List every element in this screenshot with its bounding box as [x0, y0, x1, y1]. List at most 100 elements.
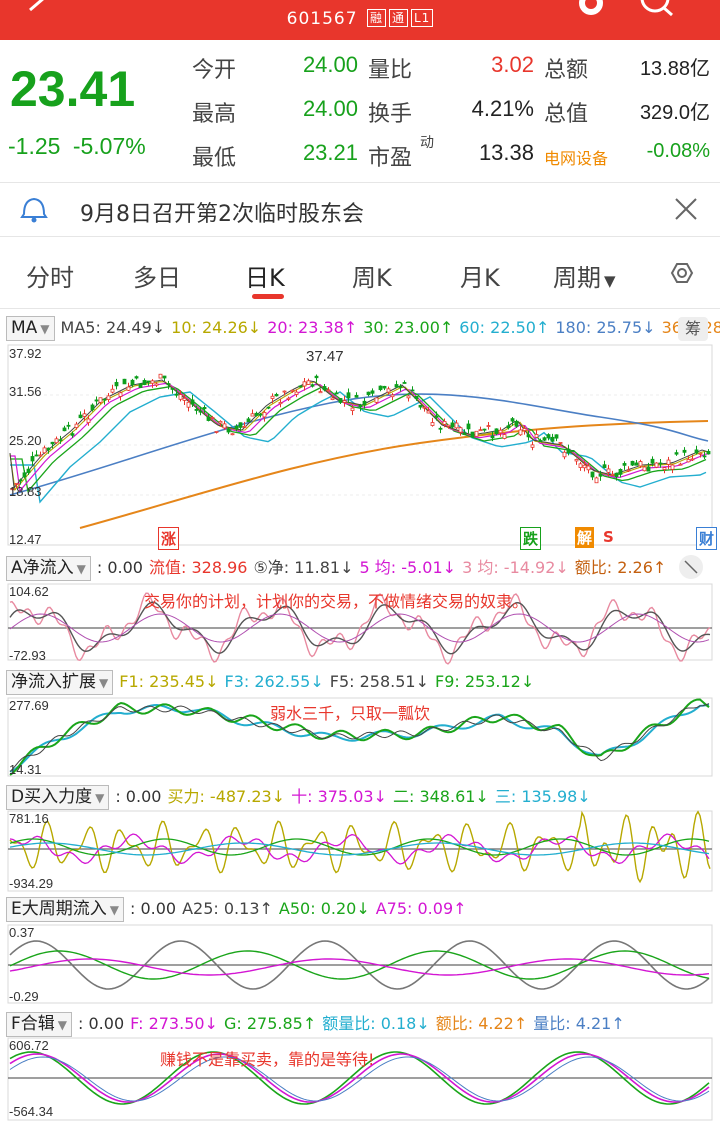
event-mark-zhang[interactable]: 涨	[158, 527, 180, 550]
ma5-value: MA5: 24.49↓	[60, 318, 166, 337]
candle-body	[370, 390, 375, 394]
quote-label: 市盈	[368, 146, 413, 171]
candle-body	[82, 413, 87, 417]
candle-body	[358, 404, 363, 408]
candle-body	[226, 428, 231, 433]
quote-label: 总值	[544, 102, 589, 127]
tab-intraday[interactable]: 分时	[26, 264, 74, 292]
ind-b-axis-top: 277.69	[9, 698, 49, 713]
candle-body	[462, 433, 467, 435]
ind-f-chart[interactable]	[0, 1037, 720, 1122]
assistant-icon[interactable]	[0, 0, 720, 40]
ind-f-axis-top: 606.72	[9, 1038, 49, 1053]
ind-e-selector[interactable]: E大周期流入 ▼	[6, 897, 124, 922]
ind-a-label: A净流入	[11, 558, 74, 578]
quote-value: 24.00	[302, 52, 358, 77]
ind-b-message: 弱水三千，只取一瓢饮	[270, 704, 431, 723]
back-icon[interactable]	[0, 0, 720, 40]
candle-body	[210, 417, 215, 419]
event-mark-s[interactable]: S	[603, 528, 614, 546]
ind-d-label: D买入力度	[11, 787, 93, 807]
candle-body	[134, 376, 139, 379]
search-icon[interactable]	[0, 0, 720, 40]
candle-body	[638, 461, 643, 467]
settings-icon[interactable]	[0, 240, 720, 306]
ind-d-selector[interactable]: D买入力度 ▼	[6, 785, 110, 810]
change-percent: -5.07%	[72, 133, 146, 159]
candle-body	[626, 469, 631, 472]
chart-frame	[7, 810, 713, 892]
quote-label: 最高	[192, 102, 237, 127]
ind-d-line-cyan	[9, 842, 710, 856]
candle-body	[322, 386, 327, 391]
quote-panel: 23.41 -1.25 -5.07% 今开 24.00 量比 3.02 总额 13.88亿…	[0, 40, 720, 182]
chart-frame	[7, 924, 713, 1004]
candle-body	[270, 395, 275, 399]
candle-body	[374, 397, 379, 403]
candle-body	[662, 467, 667, 470]
tab-multi-day[interactable]: 多日	[133, 264, 181, 292]
tab-monthly-k[interactable]: 月K	[460, 264, 500, 292]
candle-body	[30, 456, 35, 462]
candle-body	[354, 394, 359, 398]
tab-daily-k[interactable]: 日K	[245, 264, 285, 292]
candle-body	[478, 429, 483, 432]
candle-body	[130, 379, 135, 386]
ind-d-v3: 二: 348.61↓	[392, 787, 489, 806]
candle-body	[550, 436, 555, 442]
expand-icon[interactable]	[0, 554, 720, 582]
tab-period[interactable]: 周期 ▼	[553, 258, 616, 293]
ma60-line	[10, 391, 707, 504]
bell-icon	[20, 197, 48, 223]
candle-body	[414, 396, 419, 399]
candle-body	[330, 397, 335, 401]
ind-f-legend: F合辑 ▼: 0.00 F: 273.50↓ G: 275.85↑ 额量比: 0.18↓…	[0, 1010, 720, 1038]
candle-body	[630, 460, 635, 466]
candle-body	[594, 477, 599, 484]
kline-chart[interactable]	[0, 344, 720, 547]
candle-body	[606, 468, 611, 473]
ind-a-v1: 流值: 328.96	[148, 558, 248, 577]
candle-body	[146, 380, 151, 383]
ind-d-chart[interactable]	[0, 810, 720, 892]
candle-body	[142, 380, 147, 385]
kline-axis-low: 18.83	[9, 484, 42, 499]
ind-e-v2: A50: 0.20↓	[278, 899, 370, 918]
ind-b-chart[interactable]	[0, 697, 720, 778]
candle-body	[362, 400, 367, 406]
close-icon[interactable]	[0, 184, 720, 236]
ma-selector[interactable]: MA ▼	[6, 316, 55, 341]
event-mark-cai[interactable]: 财	[696, 527, 718, 550]
quote-label[interactable]: 电网设备	[544, 149, 609, 168]
event-mark-die[interactable]: 跌	[520, 527, 542, 550]
ind-d-line-olive	[9, 810, 711, 884]
ind-d-axis-top: 781.16	[9, 811, 49, 826]
quote-label: 最低	[192, 146, 237, 171]
notice-text: 9月8日召开第2次临时股东会	[80, 202, 364, 227]
candle-body	[326, 389, 331, 392]
ind-a-v5: 额比: 2.26↑	[574, 558, 667, 577]
candle-body	[510, 418, 515, 422]
candle-body	[58, 439, 63, 442]
candle-body	[514, 420, 519, 427]
kline-axis-top: 37.92	[9, 346, 42, 361]
ind-a-selector[interactable]: A净流入 ▼	[6, 556, 91, 581]
candle-body	[242, 425, 247, 428]
quote-value: 3.02	[491, 52, 534, 77]
ind-f-selector[interactable]: F合辑 ▼	[6, 1012, 73, 1037]
ind-f-v2: G: 275.85↑	[223, 1014, 317, 1033]
ind-b-v1: F1: 235.45↓	[119, 672, 219, 691]
event-mark-jie[interactable]: 解	[575, 527, 595, 548]
ind-b-selector[interactable]: 净流入扩展 ▼	[6, 670, 114, 695]
ind-b-v2: F3: 262.55↓	[224, 672, 324, 691]
ind-d-v1: 买力: -487.23↓	[167, 787, 286, 806]
candle-body	[410, 389, 415, 392]
candle-body	[534, 434, 539, 438]
chip-distribution-button[interactable]: 筹	[678, 317, 708, 341]
ind-a-chart[interactable]	[0, 583, 720, 665]
quote-label: 今开	[192, 58, 237, 83]
notice-bar[interactable]: 9月8日召开第2次临时股东会	[0, 184, 720, 236]
tab-weekly-k[interactable]: 周K	[352, 264, 392, 292]
ind-e-chart[interactable]	[0, 924, 720, 1005]
candle-body	[578, 463, 583, 468]
